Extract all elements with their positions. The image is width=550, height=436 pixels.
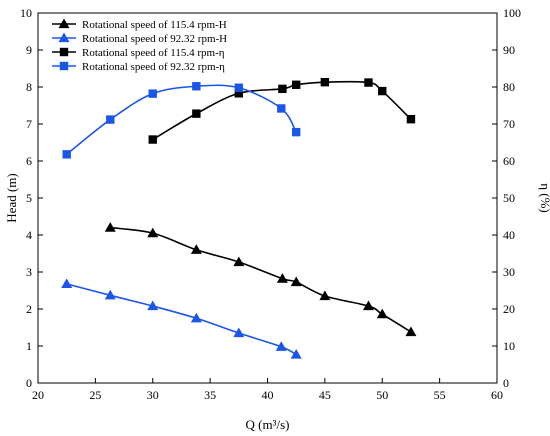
y-left-tick-label: 3 [26,265,32,279]
series-2-point [190,312,202,323]
legend-marker [59,61,69,71]
legend-label: Rotational speed of 115.4 rpm-H [82,19,227,31]
y-left-axis-title: Head (m) [4,173,19,222]
y-right-tick-label: 60 [503,154,515,168]
series-1-point [104,222,116,232]
x-axis-title: Q (m³/s) [246,417,290,432]
series-4-point [62,150,71,159]
series-1-point [376,308,388,319]
x-tick-label: 50 [376,388,388,402]
series-4-point [291,127,301,137]
series-2-point [233,327,245,338]
y-left-tick-label: 10 [20,6,32,20]
series-4-point [106,115,115,124]
series-1-point [290,276,302,287]
series-line-2 [66,283,297,356]
series-2-point [61,278,73,288]
series-1-point [319,290,331,301]
y-left-tick-label: 8 [26,80,32,94]
series-1-point [233,256,245,267]
y-left-tick-label: 1 [26,339,32,353]
legend-marker [58,18,70,29]
series-4-point [234,83,244,92]
legend-marker [58,32,70,43]
legend-marker [59,47,69,57]
x-tick-label: 25 [89,388,101,402]
x-tick-label: 60 [491,388,503,402]
series-3-point [364,78,373,87]
series-3-point [278,84,287,94]
y-right-tick-label: 50 [503,191,515,205]
y-right-tick-label: 20 [503,302,515,316]
y-left-tick-label: 4 [26,228,32,242]
y-right-tick-label: 10 [503,339,515,353]
series-line-4 [66,84,297,155]
series-4-point [148,89,157,98]
series-2-point [147,300,159,311]
series-3-point [406,114,416,124]
y-left-tick-label: 2 [26,302,32,316]
series-1-point [147,227,159,238]
series-1-point [190,244,202,254]
y-right-axis-title: η (%) [538,183,550,213]
legend-label: Rotational speed of 115.4 rpm-η [82,47,225,59]
y-left-tick-label: 0 [26,376,32,390]
y-left-tick-label: 7 [26,117,32,131]
y-right-tick-label: 100 [503,6,521,20]
x-tick-label: 55 [434,388,446,402]
series-3-point [234,89,244,98]
series-4-point [277,104,286,113]
series-4-point [192,82,201,91]
y-left-tick-label: 9 [26,43,32,57]
series-3-point [148,135,157,144]
x-tick-label: 40 [262,388,274,402]
series-2-point [275,341,287,351]
series-line-1 [110,226,412,333]
x-tick-label: 30 [147,388,159,402]
y-right-tick-label: 90 [503,43,515,57]
x-tick-label: 35 [204,388,216,402]
y-right-tick-label: 40 [503,228,515,242]
y-right-tick-label: 80 [503,80,515,94]
series-2-point [104,289,116,300]
series-1-point [362,300,374,311]
series-1-point [405,326,417,337]
series-1-point [276,273,288,283]
legend-label: Rotational speed of 92.32 rpm-η [82,61,225,73]
series-3-point [320,77,330,87]
x-tick-label: 20 [32,388,44,402]
series-3-point [291,80,301,89]
y-right-tick-label: 70 [503,117,515,131]
y-right-tick-label: 0 [503,376,509,390]
x-tick-label: 45 [319,388,331,402]
legend-label: Rotational speed of 92.32 rpm-H [82,33,227,45]
series-3-point [378,86,387,96]
series-3-point [192,109,201,118]
y-left-tick-label: 5 [26,191,32,205]
y-left-tick-label: 6 [26,154,32,168]
y-right-tick-label: 30 [503,265,515,279]
series-2-point [290,349,302,359]
